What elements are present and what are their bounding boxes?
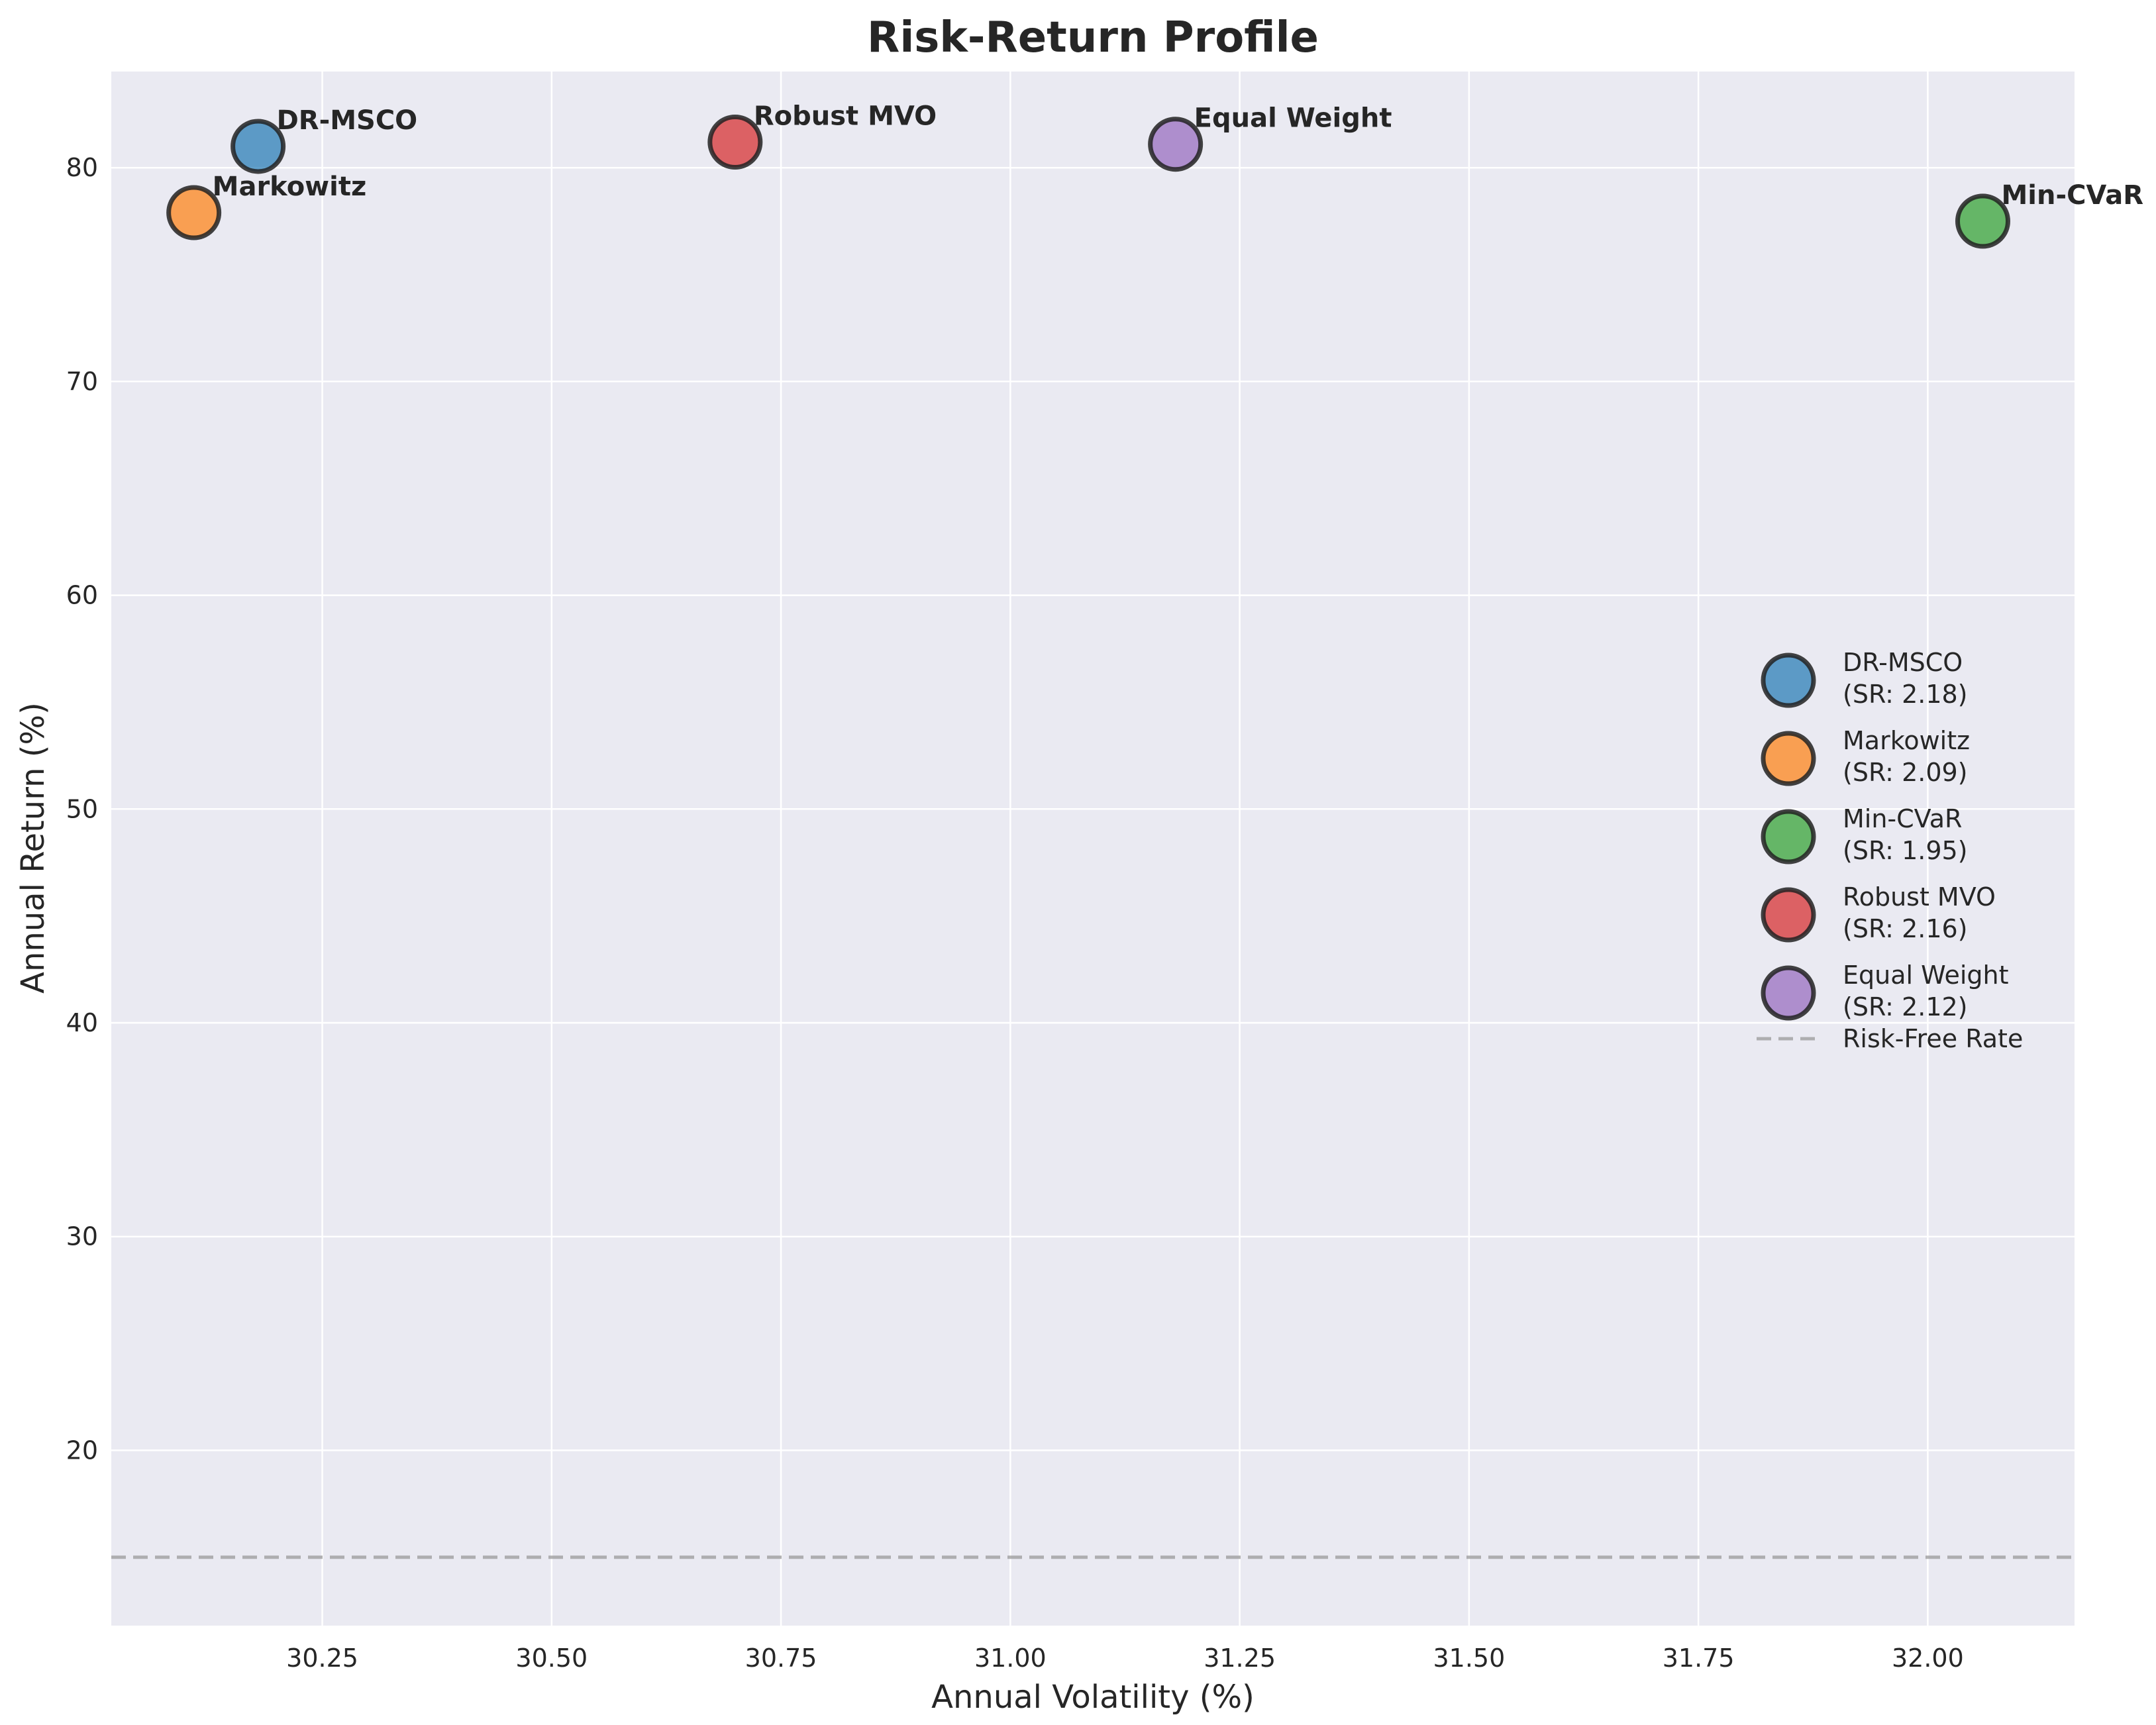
- legend-marker: [1761, 731, 1816, 786]
- legend-sublabel: (SR: 2.09): [1843, 758, 1968, 787]
- data-point: [1955, 193, 2010, 249]
- x-tick-label: 31.50: [1433, 1644, 1505, 1673]
- y-tick-label: 40: [66, 1008, 98, 1037]
- y-tick-label: 70: [66, 367, 98, 396]
- legend-marker: [1761, 809, 1816, 864]
- y-tick-label: 60: [66, 581, 98, 610]
- legend-label: Risk-Free Rate: [1843, 1024, 2023, 1053]
- y-axis-ticks: 20 30 40 50 60 70 80: [66, 153, 98, 1465]
- legend-sublabel: (SR: 2.18): [1843, 680, 1968, 709]
- point-label: Robust MVO: [754, 101, 937, 131]
- y-tick-label: 50: [66, 794, 98, 823]
- x-axis-label: Annual Volatility (%): [931, 1679, 1255, 1716]
- x-tick-label: 30.50: [515, 1644, 588, 1673]
- point-label: Markowitz: [213, 172, 367, 202]
- x-tick-label: 30.25: [286, 1644, 358, 1673]
- point-label: Min-CVaR: [2001, 180, 2143, 211]
- x-tick-label: 31.25: [1204, 1644, 1276, 1673]
- x-tick-label: 32.00: [1892, 1644, 1964, 1673]
- legend-marker: [1761, 887, 1816, 943]
- legend-sublabel: (SR: 2.12): [1843, 992, 1968, 1021]
- point-label: Equal Weight: [1194, 103, 1392, 134]
- y-tick-label: 20: [66, 1436, 98, 1465]
- legend-label: Robust MVO: [1843, 882, 1996, 912]
- scatter-points: [166, 114, 2010, 249]
- plot-area: [111, 72, 2075, 1626]
- x-tick-label: 30.75: [745, 1644, 817, 1673]
- x-axis-ticks: 30.25 30.50 30.75 31.00 31.25 31.50 31.75 32.00: [286, 1644, 1964, 1673]
- legend-label: Equal Weight: [1843, 961, 2009, 990]
- legend-label: Min-CVaR: [1843, 804, 1962, 833]
- legend: DR-MSCO (SR: 2.18) Markowitz (SR: 2.09) Min-…: [1757, 648, 2023, 1053]
- point-labels: DR-MSCO Markowitz Min-CVaR Robust MVO Equal …: [213, 101, 2143, 210]
- point-label: DR-MSCO: [277, 105, 418, 136]
- x-tick-label: 31.00: [974, 1644, 1047, 1673]
- legend-label: DR-MSCO: [1843, 648, 1963, 677]
- data-point: [166, 185, 222, 240]
- legend-label: Markowitz: [1843, 726, 1970, 755]
- legend-sublabel: (SR: 2.16): [1843, 914, 1968, 943]
- y-tick-label: 30: [66, 1222, 98, 1251]
- legend-marker: [1761, 965, 1816, 1021]
- chart-title: Risk-Return Profile: [867, 13, 1319, 62]
- legend-marker: [1761, 653, 1816, 708]
- data-point: [707, 114, 763, 170]
- grid-lines: [111, 72, 2075, 1626]
- x-tick-label: 31.75: [1663, 1644, 1735, 1673]
- data-point: [231, 119, 286, 174]
- legend-sublabel: (SR: 1.95): [1843, 836, 1968, 865]
- y-tick-label: 80: [66, 153, 98, 182]
- data-point: [1148, 117, 1204, 172]
- y-axis-label: Annual Return (%): [15, 702, 52, 994]
